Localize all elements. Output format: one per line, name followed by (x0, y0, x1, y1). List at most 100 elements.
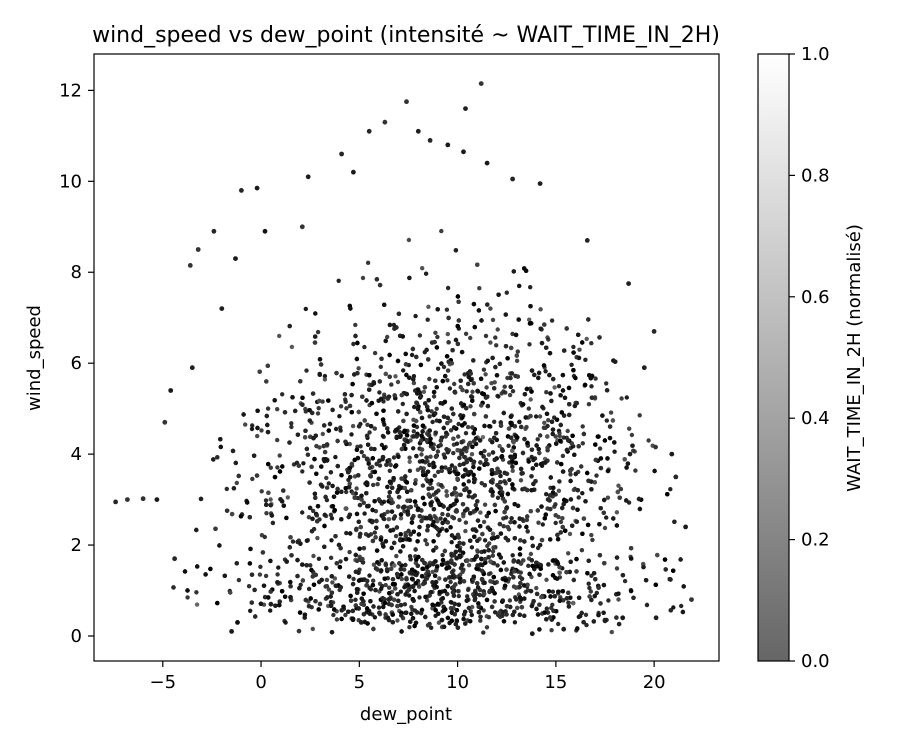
scatter-point (310, 391, 316, 396)
scatter-point (530, 543, 535, 549)
scatter-point (470, 398, 475, 403)
scatter-point (576, 595, 582, 600)
scatter-point (379, 586, 384, 591)
scatter-point (534, 606, 539, 612)
scatter-point (504, 290, 509, 295)
scatter-point (460, 474, 466, 479)
scatter-point (415, 610, 420, 615)
scatter-point (493, 431, 499, 436)
scatter-point (592, 480, 597, 485)
scatter-point (236, 577, 242, 583)
scatter-point (492, 610, 498, 615)
scatter-point (542, 420, 547, 425)
scatter-point (554, 441, 559, 446)
scatter-point (351, 341, 356, 347)
scatter-point (426, 486, 431, 491)
scatter-point (550, 490, 556, 495)
scatter-point (512, 520, 517, 525)
scatter-point (330, 600, 336, 605)
scatter-point (368, 599, 373, 604)
scatter-point (356, 578, 362, 583)
scatter-point (348, 593, 353, 599)
scatter-point (395, 379, 401, 385)
scatter-point (360, 556, 365, 562)
scatter-point (468, 619, 473, 624)
scatter-point (541, 425, 547, 430)
scatter-point (446, 315, 451, 321)
scatter-point (211, 457, 216, 462)
scatter-point (372, 469, 378, 475)
scatter-point (571, 350, 576, 355)
scatter-point (497, 521, 503, 527)
scatter-point (465, 594, 470, 599)
scatter-point (468, 404, 473, 409)
scatter-point (538, 307, 543, 312)
scatter-point (631, 595, 636, 600)
scatter-point (268, 558, 273, 564)
scatter-point (567, 531, 573, 537)
scatter-point (560, 516, 565, 521)
scatter-point (490, 493, 495, 498)
scatter-point (284, 515, 289, 521)
scatter-point (433, 454, 439, 459)
scatter-point (452, 465, 458, 471)
scatter-point (309, 464, 314, 469)
scatter-point (269, 513, 275, 518)
scatter-point (317, 357, 323, 362)
scatter-point (354, 356, 360, 362)
scatter-point (360, 394, 365, 399)
scatter-point (367, 430, 372, 435)
scatter-point (465, 507, 470, 512)
scatter-point (491, 561, 497, 566)
scatter-point (433, 411, 438, 416)
scatter-point (387, 322, 393, 328)
scatter-point (236, 473, 241, 479)
scatter-point (350, 491, 356, 496)
scatter-point (423, 538, 428, 543)
scatter-point (577, 347, 582, 352)
scatter-point (488, 306, 493, 311)
scatter-point (662, 557, 668, 562)
scatter-point (517, 546, 523, 551)
scatter-point (364, 583, 369, 588)
scatter-point (412, 404, 417, 410)
scatter-point (610, 418, 616, 423)
scatter-point (415, 387, 421, 392)
scatter-point (387, 479, 393, 484)
scatter-point (450, 590, 456, 595)
scatter-point (524, 524, 529, 530)
scatter-point (551, 558, 556, 563)
scatter-point (539, 504, 544, 509)
scatter-point (425, 404, 430, 409)
scatter-point (391, 455, 397, 460)
scatter-point (404, 577, 409, 582)
scatter-point (420, 469, 426, 474)
scatter-point (370, 507, 375, 513)
scatter-point (431, 583, 436, 588)
scatter-point (344, 530, 349, 536)
scatter-point (403, 474, 408, 479)
scatter-point (383, 338, 388, 344)
scatter-point (311, 582, 317, 587)
scatter-point (535, 508, 540, 513)
scatter-point (419, 452, 424, 457)
scatter-point (385, 430, 391, 435)
scatter-point (377, 390, 382, 395)
scatter-point (266, 595, 271, 600)
scatter-point (367, 465, 373, 471)
scatter-point (425, 528, 430, 533)
scatter-point (331, 612, 336, 618)
scatter-point (456, 593, 461, 599)
scatter-point (257, 369, 262, 374)
scatter-point (553, 520, 558, 526)
scatter-point (583, 357, 588, 362)
scatter-point (304, 563, 309, 568)
scatter-point (233, 460, 238, 466)
scatter-point (418, 395, 423, 400)
scatter-point (505, 491, 511, 497)
scatter-point (520, 517, 525, 522)
scatter-point (494, 470, 499, 475)
scatter-point (498, 473, 503, 479)
scatter-point (478, 618, 483, 623)
scatter-point (435, 601, 440, 607)
